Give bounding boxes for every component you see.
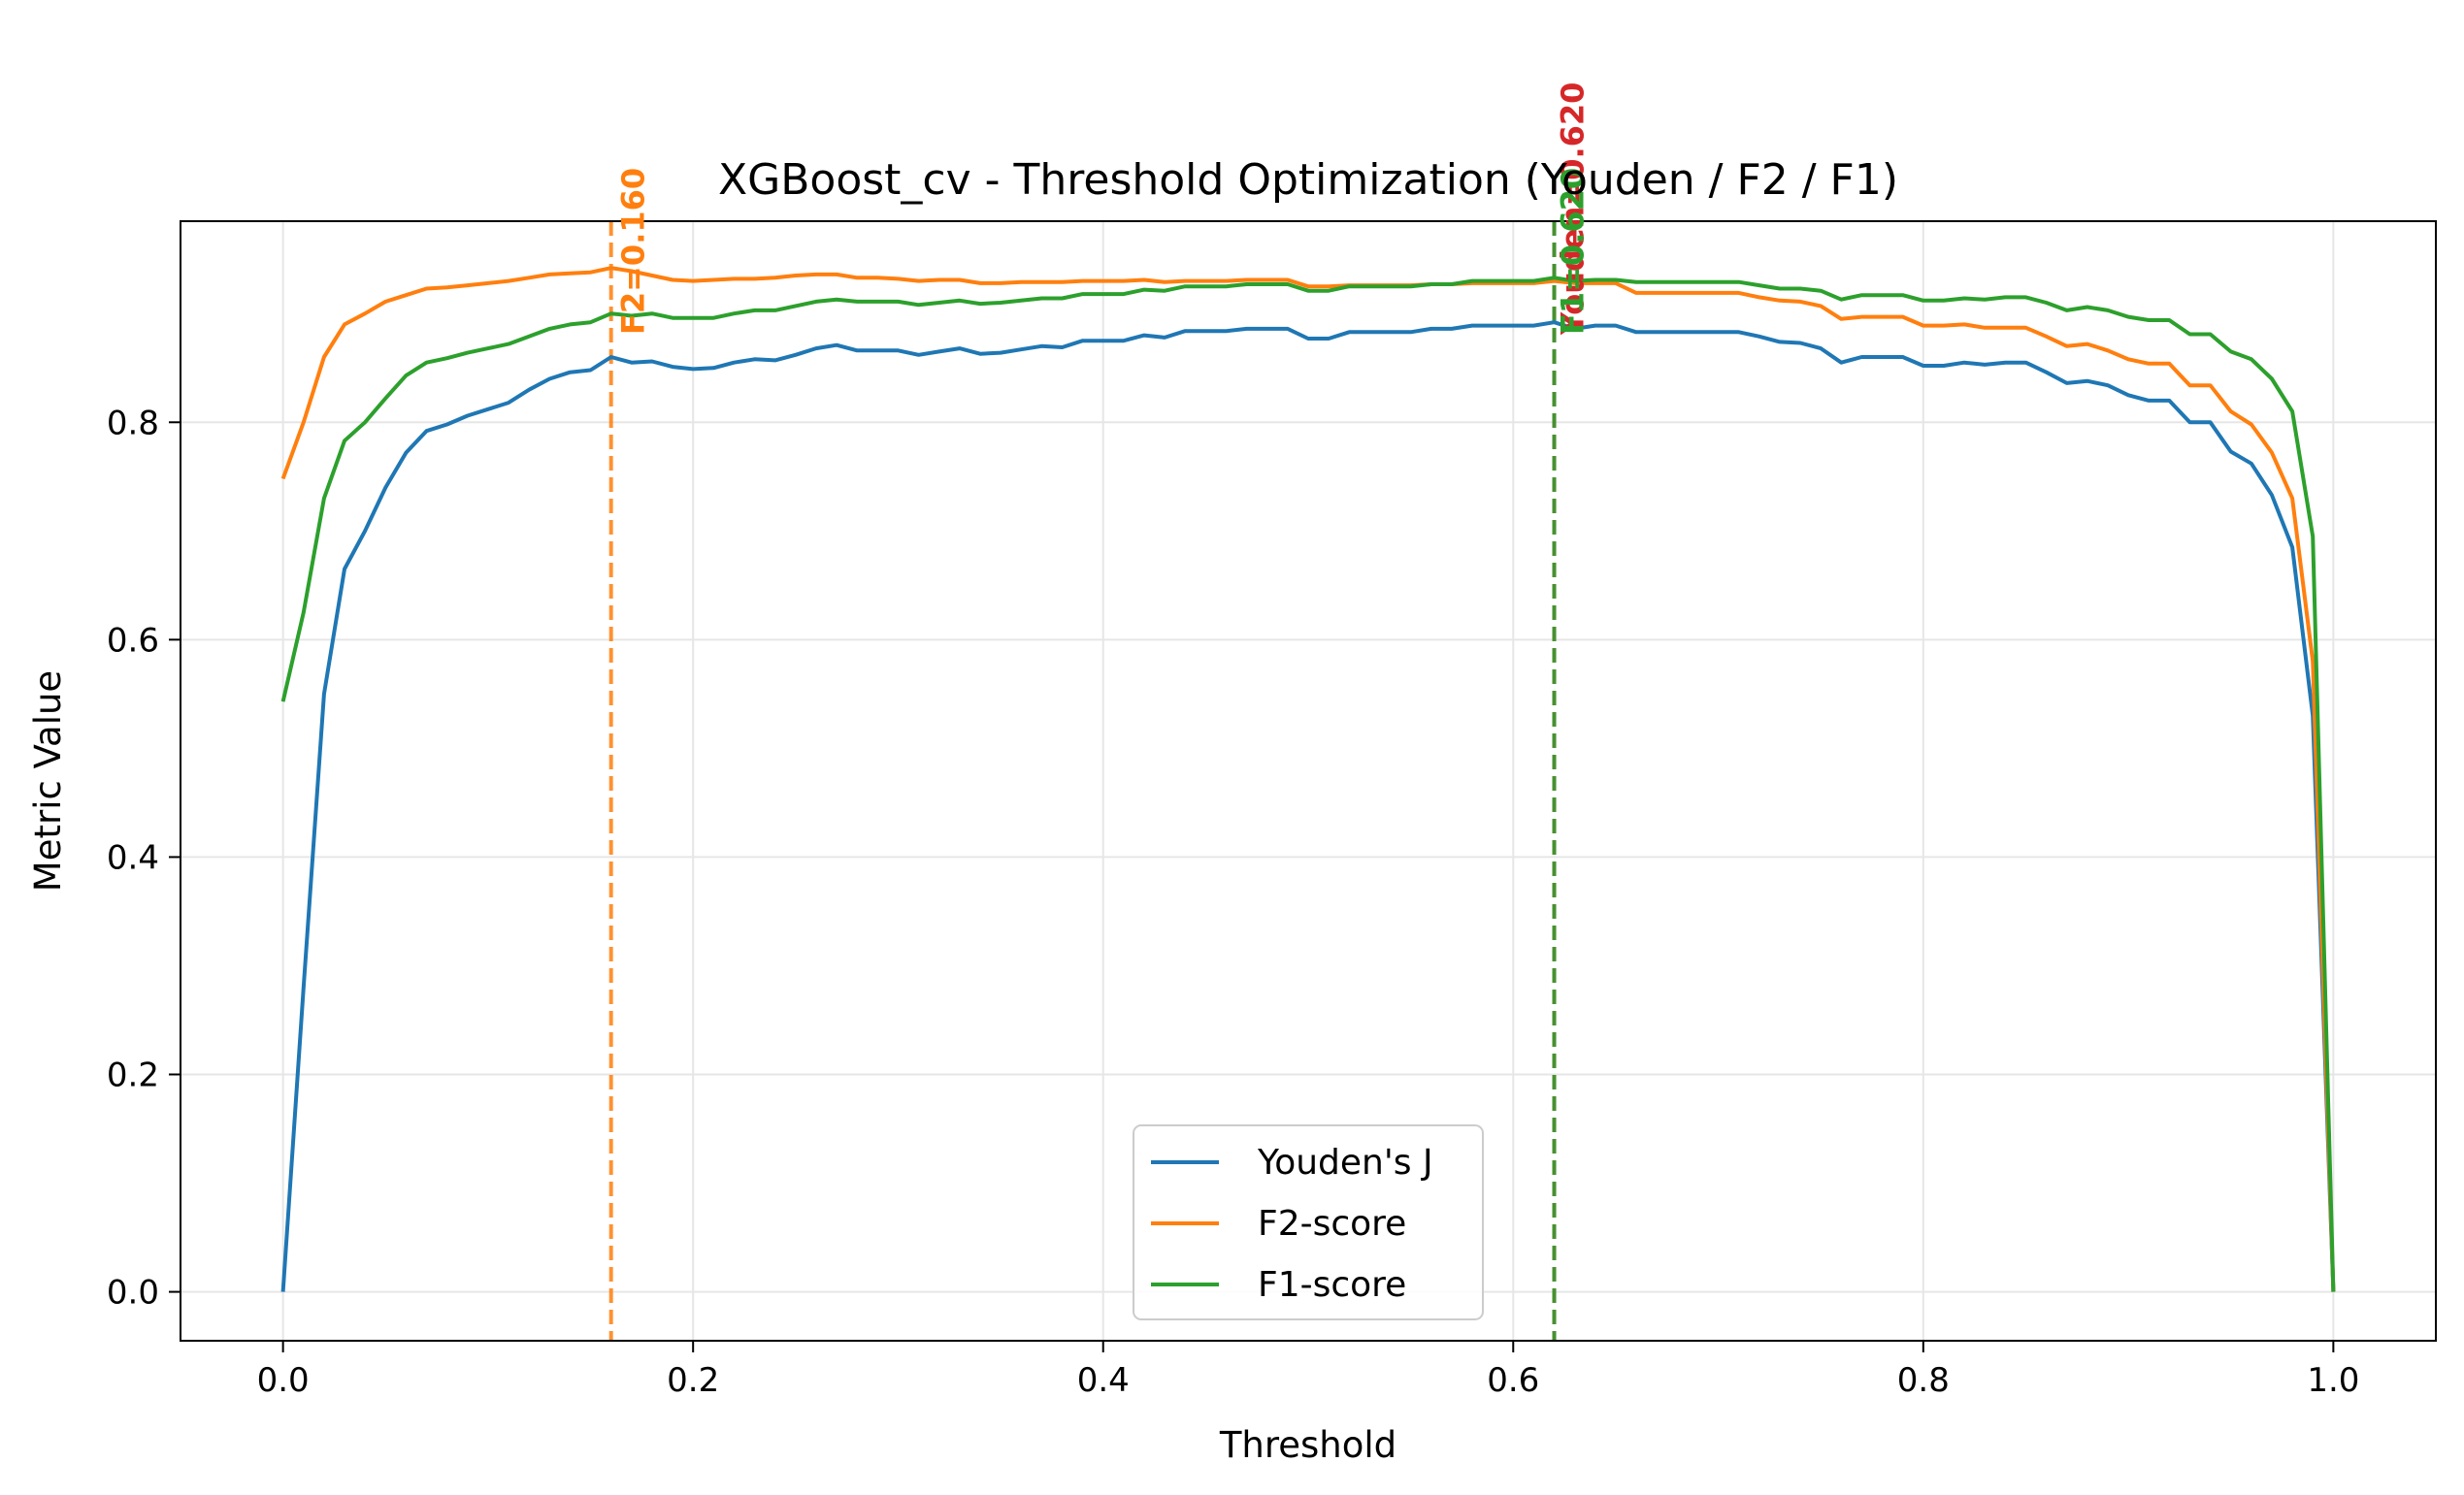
x-tick-label: 0.0	[257, 1361, 310, 1400]
threshold-annotation-label: Youden=0.620	[1555, 82, 1592, 336]
grid	[181, 221, 2436, 1341]
chart-title: XGBoost_cv - Threshold Optimization (You…	[718, 155, 1898, 205]
legend: Youden's J F2-score F1-score	[1133, 1124, 1484, 1320]
y-tick-label: 0.6	[107, 621, 159, 660]
threshold-markers	[608, 221, 1557, 1341]
y-tick-label: 0.8	[107, 404, 159, 442]
y-tick-label: 0.4	[107, 838, 159, 877]
axis-ticks: 0.0 0.2 0.4 0.6 0.8 1.0 0.0 0.2 0.4 0.6 0.8	[107, 404, 2359, 1400]
x-tick-label: 0.6	[1487, 1361, 1539, 1400]
x-tick-label: 0.2	[667, 1361, 719, 1400]
x-tick-label: 0.4	[1077, 1361, 1130, 1400]
threshold-annotation-label: F1=0.620	[1555, 168, 1592, 335]
x-tick-label: 0.8	[1897, 1361, 1950, 1400]
series-line-1	[280, 320, 2336, 1292]
x-axis-label: Threshold	[1219, 1424, 1396, 1466]
series-lines	[280, 266, 2336, 1292]
legend-box	[1133, 1124, 1484, 1320]
series-line-3	[280, 276, 2336, 1292]
threshold-annotation-label: F2=0.160	[615, 168, 652, 335]
plot-area-frame	[180, 220, 2437, 1342]
y-tick-label: 0.0	[107, 1274, 159, 1313]
series-line-2	[280, 266, 2336, 1292]
y-axis-label: Metric Value	[27, 670, 69, 892]
legend-label: F1-score	[1258, 1265, 1406, 1305]
y-tick-label: 0.2	[107, 1056, 159, 1095]
legend-label: Youden's J	[1257, 1143, 1433, 1183]
x-tick-label: 1.0	[2307, 1361, 2359, 1400]
legend-label: F2-score	[1258, 1204, 1406, 1244]
